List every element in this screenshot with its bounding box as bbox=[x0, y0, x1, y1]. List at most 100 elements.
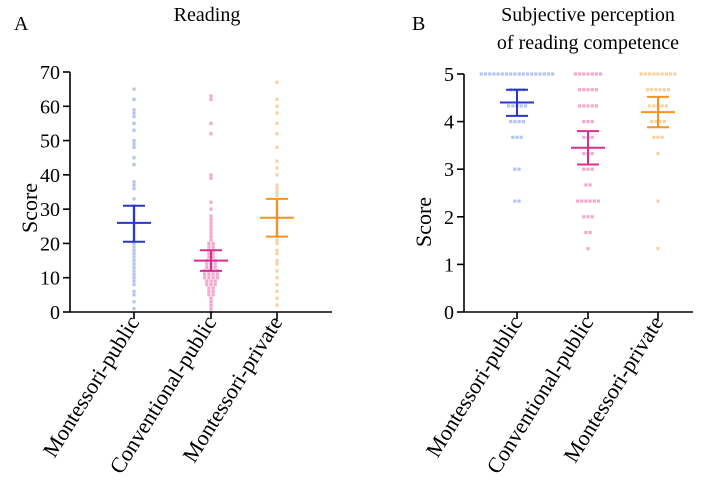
data-point bbox=[209, 207, 213, 211]
data-point bbox=[203, 276, 207, 280]
data-point bbox=[275, 97, 279, 102]
data-point bbox=[656, 135, 660, 139]
data-point bbox=[525, 72, 530, 76]
data-point bbox=[513, 199, 517, 203]
data-point bbox=[511, 104, 515, 108]
data-point bbox=[209, 231, 213, 235]
data-point bbox=[656, 72, 660, 76]
data-point bbox=[599, 72, 603, 76]
y-tick-label: 0 bbox=[50, 302, 60, 324]
data-point bbox=[213, 265, 217, 270]
data-point bbox=[656, 151, 660, 156]
data-point bbox=[652, 104, 656, 108]
data-point bbox=[590, 167, 594, 171]
data-point bbox=[275, 262, 279, 266]
data-point bbox=[660, 72, 664, 76]
panel-a-means bbox=[117, 197, 294, 272]
data-point bbox=[664, 72, 668, 76]
data-point bbox=[207, 293, 211, 297]
data-point bbox=[275, 241, 279, 246]
y-tick-label: 2 bbox=[444, 207, 454, 229]
data-point bbox=[582, 167, 586, 171]
data-point bbox=[645, 88, 650, 92]
data-point bbox=[582, 72, 586, 76]
data-point bbox=[213, 282, 217, 287]
data-point bbox=[582, 88, 586, 92]
y-tick-label: 0 bbox=[444, 302, 454, 324]
data-point bbox=[209, 217, 213, 222]
data-point bbox=[209, 238, 213, 242]
data-point bbox=[132, 241, 136, 246]
y-tick-label: 60 bbox=[40, 96, 60, 118]
data-point bbox=[132, 293, 136, 297]
data-point bbox=[521, 72, 525, 76]
data-point bbox=[519, 135, 523, 139]
panel-b-letter: B bbox=[412, 13, 425, 35]
data-point bbox=[523, 104, 527, 108]
data-point bbox=[573, 72, 577, 76]
data-point bbox=[207, 245, 211, 249]
data-point bbox=[209, 228, 213, 232]
data-point bbox=[215, 276, 219, 280]
panel-b-category-labels: Montessori-publicConventional-publicMont… bbox=[421, 311, 669, 478]
panel-a-letter: A bbox=[14, 13, 29, 35]
data-point bbox=[479, 72, 483, 76]
data-point bbox=[207, 272, 211, 276]
data-point bbox=[590, 151, 594, 156]
data-point bbox=[209, 173, 213, 177]
data-point bbox=[513, 72, 517, 76]
data-point bbox=[488, 72, 492, 76]
data-point bbox=[586, 72, 590, 76]
data-point bbox=[662, 88, 666, 92]
data-point bbox=[132, 108, 136, 112]
data-point bbox=[538, 72, 542, 76]
data-point bbox=[594, 72, 598, 76]
data-point bbox=[517, 120, 521, 124]
data-point bbox=[132, 306, 136, 311]
data-point bbox=[492, 72, 496, 76]
panel-b-y-axis-label: Score bbox=[411, 197, 436, 247]
data-point bbox=[132, 272, 136, 276]
data-point bbox=[275, 173, 279, 177]
y-tick-label: 30 bbox=[40, 199, 60, 221]
data-point bbox=[132, 183, 136, 187]
data-point bbox=[132, 255, 136, 259]
data-point bbox=[517, 199, 521, 203]
data-point bbox=[132, 252, 136, 256]
data-point bbox=[504, 72, 509, 76]
data-point bbox=[207, 255, 211, 259]
data-point bbox=[507, 104, 511, 108]
data-point bbox=[275, 248, 279, 252]
data-point bbox=[513, 120, 517, 124]
data-point bbox=[132, 245, 136, 249]
data-point bbox=[132, 97, 136, 102]
data-point bbox=[213, 262, 217, 266]
data-point bbox=[207, 286, 211, 290]
data-point bbox=[132, 258, 136, 263]
data-point bbox=[664, 104, 668, 108]
panel-a-reading: A Reading Score 0 10 20 30 40 50 60 70 Montesso… bbox=[14, 4, 332, 478]
data-point bbox=[211, 245, 215, 249]
data-point bbox=[209, 224, 213, 228]
data-point bbox=[275, 296, 279, 300]
y-tick-label: 10 bbox=[40, 268, 60, 290]
panel-a-points bbox=[132, 80, 279, 314]
data-point bbox=[209, 132, 213, 136]
data-point bbox=[209, 300, 213, 304]
panel-b-axes bbox=[463, 74, 693, 319]
y-tick-label: 70 bbox=[40, 62, 60, 84]
data-point bbox=[211, 286, 215, 290]
data-point bbox=[209, 279, 213, 283]
data-point bbox=[648, 104, 652, 108]
data-point bbox=[132, 128, 136, 132]
data-point bbox=[209, 121, 213, 126]
data-point bbox=[205, 282, 209, 287]
data-point bbox=[658, 88, 662, 92]
y-tick-label: 50 bbox=[40, 131, 60, 153]
data-point bbox=[132, 262, 136, 266]
data-point bbox=[666, 88, 671, 92]
data-point bbox=[275, 289, 279, 294]
data-point bbox=[205, 279, 209, 283]
data-point bbox=[509, 120, 513, 124]
